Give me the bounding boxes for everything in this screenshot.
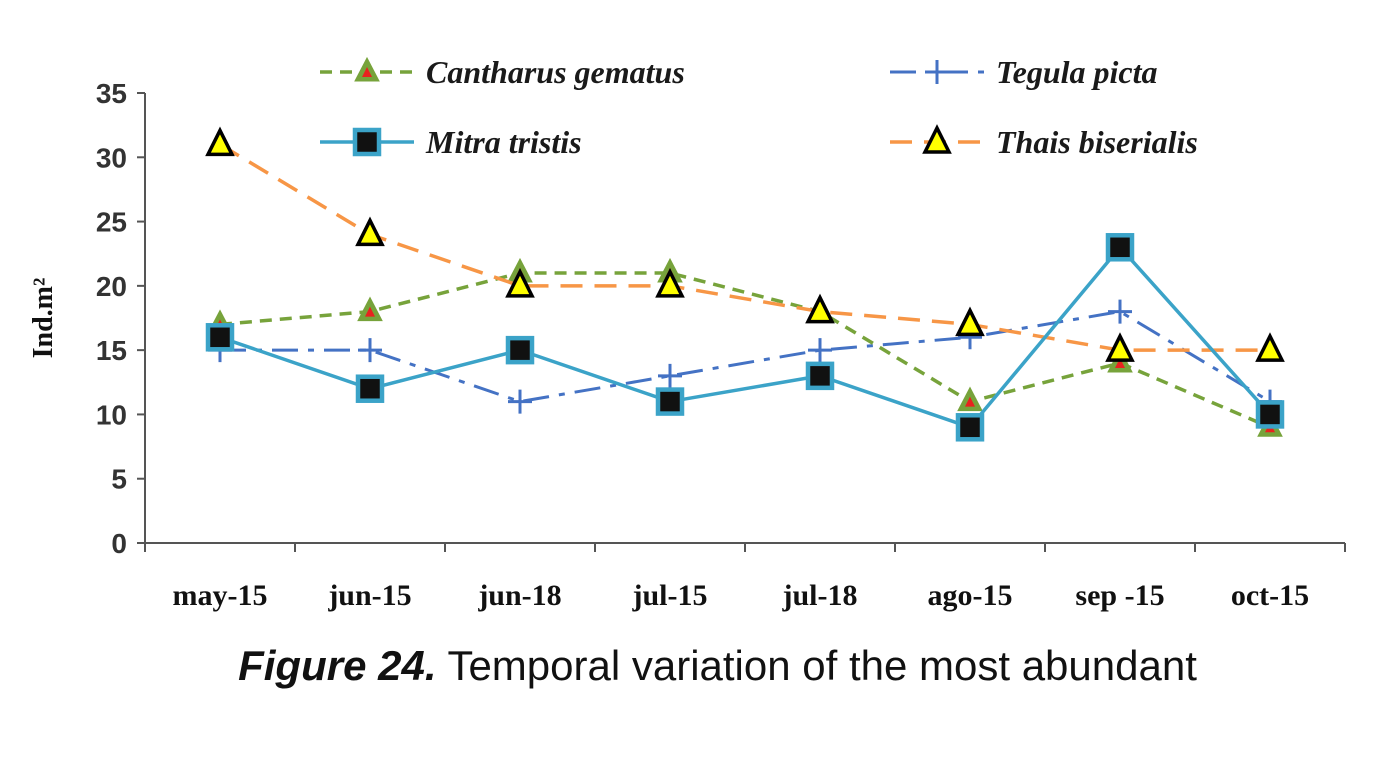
figure-caption: Figure 24. Temporal variation of the mos… xyxy=(0,642,1387,690)
data-point xyxy=(205,126,235,157)
y-tick-label: 10 xyxy=(96,399,127,430)
data-point xyxy=(655,267,685,298)
x-tick-label: jun-18 xyxy=(477,579,561,612)
data-point-center xyxy=(965,396,975,407)
legend-swatch-marker xyxy=(922,124,952,154)
data-point xyxy=(1108,299,1132,324)
series-thais-biserialis xyxy=(205,126,1285,362)
data-point xyxy=(1255,332,1285,362)
x-tick-label: oct-15 xyxy=(1231,579,1309,612)
legend-item-tegula-picta: Tegula picta xyxy=(890,54,1157,90)
caption-text: Temporal variation of the most abundant xyxy=(447,642,1197,689)
data-point-center xyxy=(365,306,375,317)
y-axis-label: Ind.m² xyxy=(28,278,59,359)
data-point xyxy=(205,323,235,352)
data-point xyxy=(658,363,682,388)
data-point xyxy=(355,374,385,403)
data-point xyxy=(1105,233,1135,262)
data-point xyxy=(505,335,535,365)
axes: 0 5 10 15 20 25 30 35 may-15 jun-15 jun-18 jul-15 ju… xyxy=(96,78,1346,612)
data-point xyxy=(805,293,835,324)
legend-label: Mitra tristis xyxy=(425,124,582,160)
legend-item-cantharus-gematus: Cantharus gematus xyxy=(320,54,685,90)
data-point xyxy=(805,361,835,391)
y-tick-label: 35 xyxy=(96,78,127,109)
series-mitra-tristis xyxy=(205,233,1285,442)
data-point xyxy=(358,338,382,363)
x-tick-label: jul-18 xyxy=(782,579,858,612)
data-point xyxy=(355,216,385,247)
legend-item-mitra-tristis: Mitra tristis xyxy=(320,124,582,160)
caption-label: Figure 24. xyxy=(238,642,437,689)
data-point-center xyxy=(1115,358,1125,368)
data-point xyxy=(1255,400,1285,429)
x-tick-label: may-15 xyxy=(173,579,268,612)
legend-swatch-marker-center xyxy=(362,67,372,77)
x-tick-label: ago-15 xyxy=(928,579,1013,612)
series-line xyxy=(219,245,1272,430)
legend-label: Tegula picta xyxy=(996,54,1157,90)
data-point xyxy=(808,338,832,363)
x-tick-label: jun-15 xyxy=(327,579,411,612)
data-point xyxy=(505,267,535,298)
y-tick-label: 20 xyxy=(96,271,127,302)
y-tick-label: 30 xyxy=(96,142,127,173)
data-point xyxy=(1105,332,1135,362)
x-tick-label: jul-15 xyxy=(632,579,708,612)
data-point xyxy=(955,413,985,442)
series-tegula-picta xyxy=(208,299,1282,414)
legend-swatch-marker xyxy=(925,60,949,84)
y-tick-label: 15 xyxy=(96,335,127,366)
x-tick-label: sep -15 xyxy=(1075,579,1164,612)
data-point xyxy=(508,389,532,414)
y-tick-label: 0 xyxy=(111,528,127,559)
legend-swatch-marker xyxy=(352,127,382,157)
data-point xyxy=(655,387,685,416)
legend-label: Cantharus gematus xyxy=(426,54,685,90)
line-chart: 0 5 10 15 20 25 30 35 may-15 jun-15 jun-18 jul-15 ju… xyxy=(28,54,1346,612)
legend: Cantharus gematus Tegula picta Mitra trist… xyxy=(320,54,1198,160)
series-line xyxy=(220,310,1271,404)
y-tick-label: 25 xyxy=(96,207,127,238)
data-point xyxy=(955,306,985,337)
legend-item-thais-biserialis: Thais biserialis xyxy=(890,124,1198,160)
series-layer xyxy=(205,126,1285,442)
y-tick-label: 5 xyxy=(111,464,127,495)
series-line xyxy=(219,142,1270,352)
legend-label: Thais biserialis xyxy=(996,124,1198,160)
